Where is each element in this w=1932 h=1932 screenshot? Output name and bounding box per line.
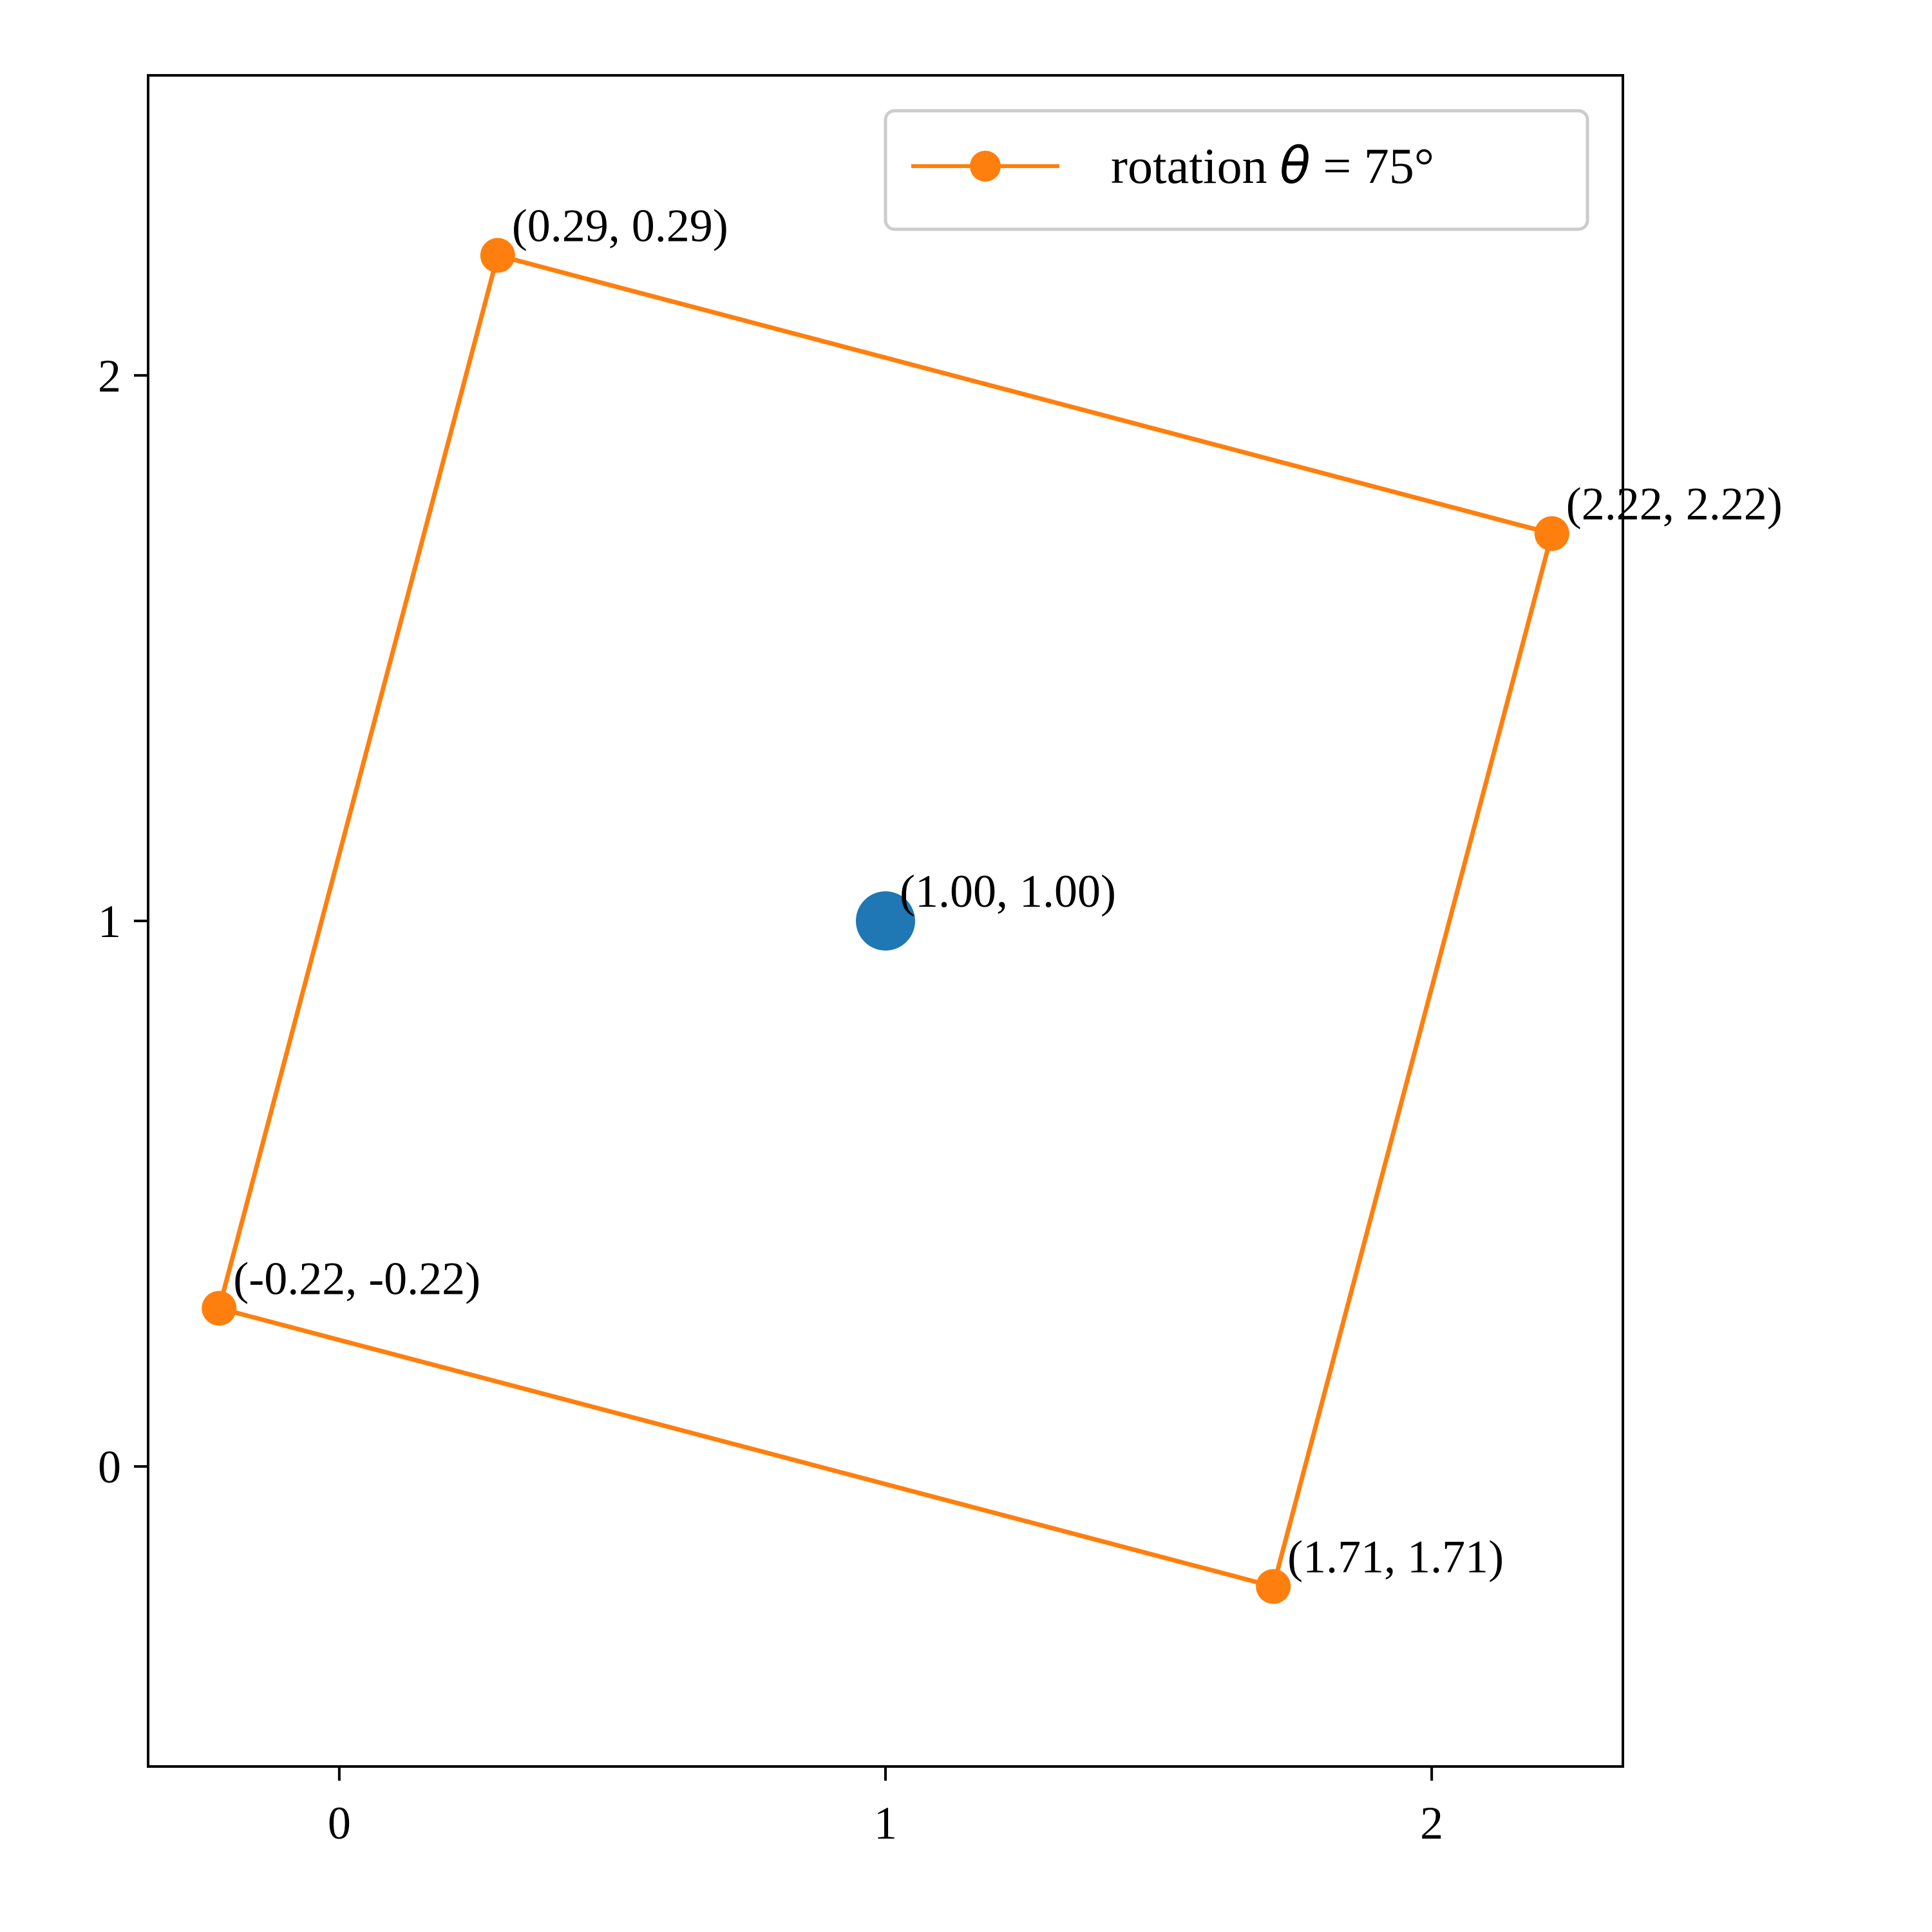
legend-label-theta: θ [1280, 137, 1311, 195]
y-tick-label: 2 [98, 350, 121, 402]
y-tick-label: 1 [98, 896, 121, 947]
x-tick-label: 1 [874, 1797, 897, 1849]
plot-area: (-0.22, -0.22) (0.29, 0.29) (2.22, 2.22) (1… [202, 200, 1783, 1604]
legend: rotation θ = 75° [884, 109, 1589, 231]
point-coordinate-label: (0.29, 0.29) [512, 200, 728, 252]
legend-marker-swatch [970, 151, 1001, 182]
point-coordinate-label: (-0.22, -0.22) [233, 1253, 480, 1304]
point-coordinate-label: (1.00, 1.00) [900, 866, 1116, 917]
point-coordinate-label: (1.71, 1.71) [1287, 1531, 1504, 1582]
y-axis: 0 1 2 [98, 350, 148, 1493]
center-point-marker [856, 891, 915, 951]
legend-label-suffix: = 75° [1311, 138, 1434, 194]
vertex-marker [202, 1291, 237, 1326]
x-axis: 0 1 2 [328, 1766, 1443, 1849]
legend-label-prefix: rotation [1111, 138, 1280, 194]
vertex-marker [1256, 1569, 1291, 1604]
y-tick-label: 0 [98, 1441, 121, 1493]
vertex-marker [1534, 516, 1569, 551]
point-coordinate-label: (2.22, 2.22) [1566, 478, 1783, 530]
x-tick-label: 2 [1420, 1797, 1443, 1849]
legend-box [884, 109, 1589, 231]
x-tick-label: 0 [328, 1797, 351, 1849]
vertex-marker [480, 238, 515, 273]
legend-label: rotation θ = 75° [1111, 137, 1434, 195]
